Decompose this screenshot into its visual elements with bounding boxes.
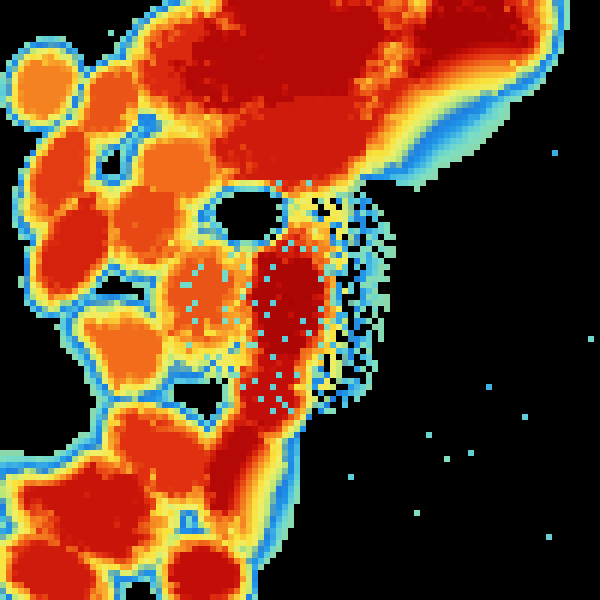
radar-display[interactable]	[0, 0, 600, 600]
reflectivity-raster[interactable]	[0, 0, 600, 600]
